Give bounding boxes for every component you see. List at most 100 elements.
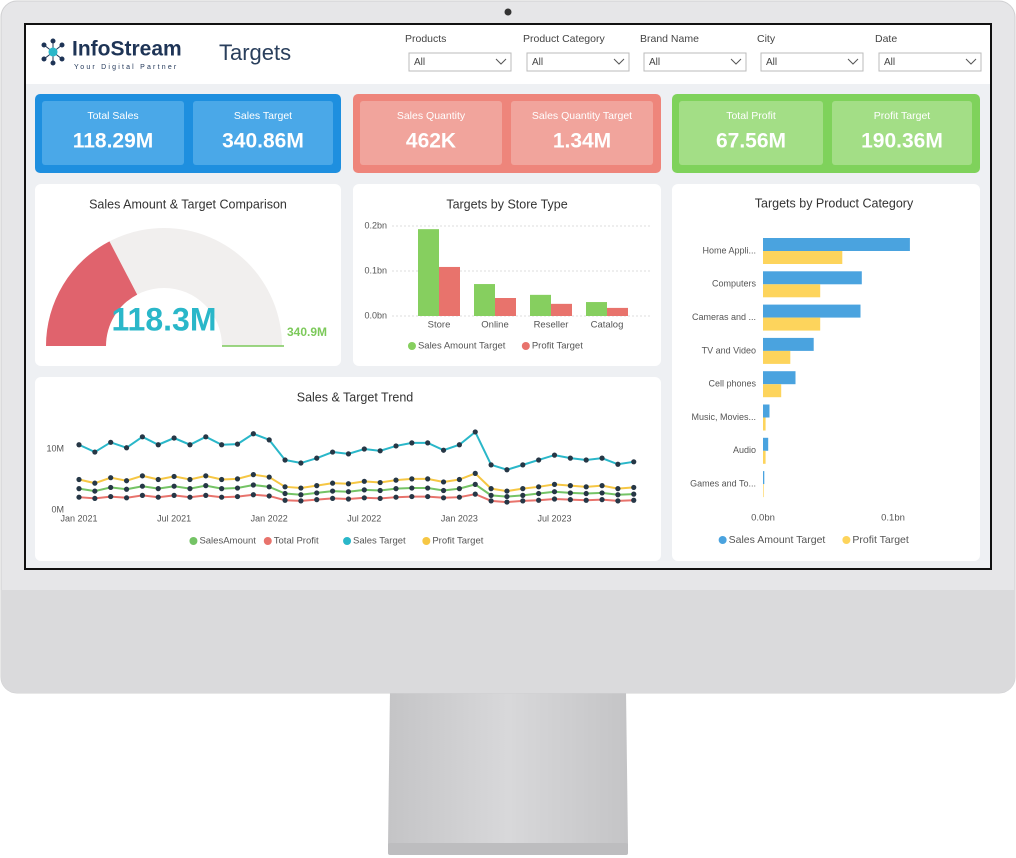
- marker: [361, 478, 367, 484]
- marker: [171, 483, 177, 489]
- marker: [76, 486, 82, 492]
- y-tick-label: TV and Video: [702, 345, 756, 355]
- marker: [425, 493, 431, 500]
- marker: [631, 491, 637, 497]
- filter-label: City: [757, 33, 776, 45]
- marker: [615, 486, 621, 492]
- marker: [155, 494, 161, 500]
- marker: [203, 473, 209, 479]
- marker: [219, 476, 225, 483]
- chart-title: Sales & Target Trend: [297, 390, 414, 404]
- legend-label: Profit Target: [432, 536, 483, 547]
- page-title: Targets: [219, 40, 291, 65]
- marker: [266, 474, 272, 480]
- legend-label: Sales Amount Target: [729, 534, 826, 546]
- marker: [298, 460, 304, 466]
- gauge-value: [46, 241, 138, 346]
- legend-swatch: [263, 537, 272, 545]
- panel: [353, 184, 661, 366]
- marker: [219, 494, 225, 500]
- stand: [388, 690, 628, 845]
- marker: [108, 439, 114, 445]
- kpi-card: [360, 101, 502, 165]
- kpi-card: [42, 101, 184, 165]
- marker: [583, 490, 589, 497]
- chart-title: Targets by Product Category: [755, 196, 914, 210]
- x-tick-label: Online: [481, 320, 508, 331]
- tagline: Your Digital Partner: [74, 64, 178, 71]
- marker: [234, 441, 241, 447]
- filter-dropdown[interactable]: [526, 52, 630, 72]
- filter-value: All: [414, 57, 425, 68]
- bar: [474, 284, 495, 316]
- marker: [171, 473, 177, 480]
- marker: [203, 434, 209, 440]
- bar: [439, 266, 460, 316]
- marker: [615, 498, 621, 504]
- kpi-value: 118.29M: [73, 130, 154, 153]
- marker: [377, 448, 383, 454]
- filter-dropdown[interactable]: [760, 52, 864, 72]
- kpi-label: Profit Target: [874, 110, 930, 122]
- marker: [330, 449, 336, 455]
- marker: [567, 483, 573, 489]
- filter-dropdown[interactable]: [408, 52, 512, 72]
- bar: [763, 284, 821, 298]
- marker: [187, 494, 193, 500]
- marker: [425, 440, 431, 446]
- bar: [763, 271, 862, 285]
- legend-swatch: [343, 537, 352, 545]
- x-tick-label: Reseller: [534, 320, 569, 331]
- filter-label: Products: [405, 33, 446, 45]
- marker: [456, 494, 462, 500]
- marker: [250, 492, 256, 498]
- bar: [586, 302, 607, 316]
- kpi-label: Total Sales: [87, 110, 138, 122]
- marker: [551, 452, 558, 458]
- marker: [234, 493, 241, 500]
- filter-dropdown[interactable]: [878, 52, 982, 72]
- marker: [123, 478, 130, 484]
- marker: [298, 492, 304, 498]
- legend-label: Profit Target: [852, 534, 908, 546]
- marker: [488, 498, 494, 504]
- marker: [234, 476, 241, 482]
- y-tick-label: Audio: [733, 445, 756, 455]
- marker: [282, 457, 288, 463]
- marker: [139, 434, 145, 440]
- bar: [763, 384, 782, 398]
- camera: [504, 8, 512, 16]
- y-tick-label: 0.0bn: [364, 310, 387, 320]
- legend-swatch: [521, 342, 530, 350]
- marker: [203, 483, 209, 489]
- x-tick-label: Jan 2022: [251, 513, 288, 523]
- marker: [599, 490, 605, 496]
- y-tick-label: Cell phones: [708, 379, 756, 389]
- marker: [440, 447, 447, 453]
- kpi-label: Sales Quantity: [397, 110, 466, 122]
- legend-swatch: [718, 536, 727, 544]
- marker: [108, 475, 114, 481]
- marker: [583, 457, 589, 463]
- marker: [266, 493, 272, 499]
- marker: [488, 486, 494, 492]
- y-tick-label: 0M: [51, 504, 64, 514]
- gauge-value-label: 118.3M: [112, 301, 217, 337]
- legend-label: Sales Amount Target: [418, 341, 506, 352]
- kpi-card: [832, 101, 972, 165]
- filter-dropdown[interactable]: [643, 52, 747, 72]
- marker: [520, 498, 526, 504]
- marker: [425, 485, 431, 491]
- line: [78, 430, 634, 471]
- y-tick-label: Cameras and ...: [692, 312, 756, 322]
- marker: [615, 492, 621, 498]
- y-tick-label: 10M: [46, 443, 64, 453]
- filter-label: Date: [875, 33, 897, 45]
- marker: [171, 435, 177, 441]
- y-tick-label: 0.1bn: [364, 265, 387, 275]
- marker: [425, 476, 431, 482]
- marker: [76, 442, 82, 448]
- marker: [472, 470, 478, 476]
- marker: [123, 445, 130, 451]
- legend-swatch: [189, 537, 198, 545]
